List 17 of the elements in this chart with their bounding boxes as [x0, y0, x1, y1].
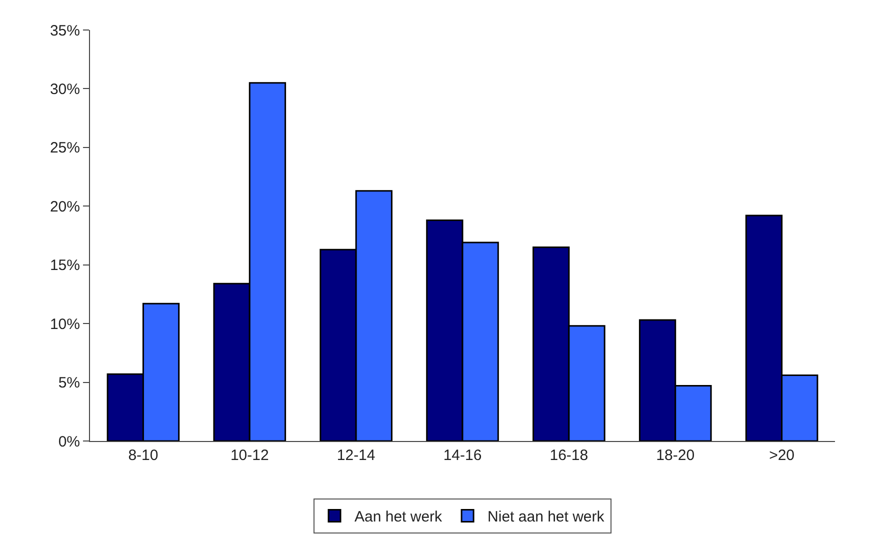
x-tick-label: 8-10	[128, 447, 158, 464]
y-tick-label: 25%	[50, 140, 80, 157]
y-tick-label: 35%	[50, 22, 80, 40]
x-tick-label: 10-12	[230, 447, 269, 464]
x-tick-label: >20	[769, 447, 795, 464]
y-tick-label: 5%	[58, 374, 80, 392]
legend-label: Aan het werk	[354, 508, 443, 526]
y-tick-label: 30%	[50, 80, 80, 98]
x-tick-label: 18-20	[656, 447, 695, 464]
legend-label: Niet aan het werk	[488, 508, 605, 526]
y-tick-label: 0%	[58, 433, 80, 450]
y-tick-label: 10%	[50, 316, 80, 333]
y-tick-label: 15%	[50, 257, 80, 274]
x-tick-label: 16-18	[550, 447, 588, 464]
x-tick-label: 12-14	[336, 447, 376, 464]
y-tick-label: 20%	[50, 198, 80, 216]
x-tick-label: 14-16	[443, 447, 482, 464]
